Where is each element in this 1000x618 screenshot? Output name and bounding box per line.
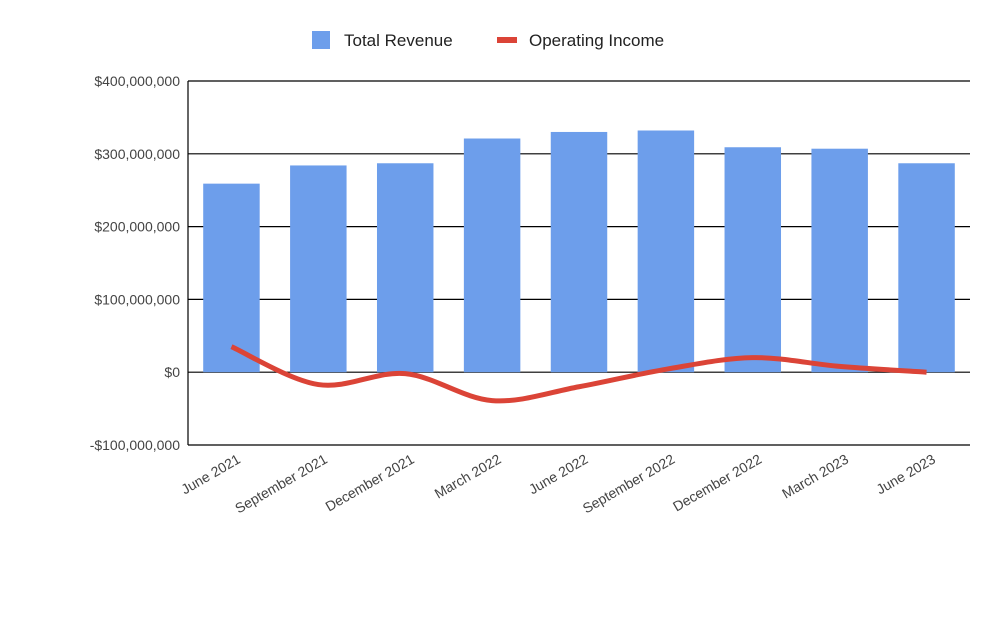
line-layer — [230, 344, 927, 404]
legend-label: Total Revenue — [344, 31, 453, 50]
x-tick-label: December 2022 — [670, 451, 764, 515]
y-tick-label: $100,000,000 — [94, 291, 180, 307]
x-tick-label: December 2021 — [322, 451, 416, 515]
x-tick-label: June 2021 — [178, 451, 243, 498]
legend-swatch-square — [312, 31, 330, 49]
x-tick-label: September 2022 — [580, 451, 678, 517]
y-tick-label: -$100,000,000 — [90, 437, 181, 453]
x-tick-label: March 2023 — [779, 451, 851, 502]
revenue-bar — [637, 130, 695, 373]
y-tick-label: $0 — [164, 364, 180, 380]
y-tick-label: $400,000,000 — [94, 73, 180, 89]
revenue-bar — [898, 163, 955, 373]
legend-item: Total Revenue — [312, 31, 453, 50]
x-tick-label: June 2023 — [873, 451, 938, 498]
revenue-bar — [203, 183, 260, 373]
x-tick-label: June 2022 — [526, 451, 591, 498]
operating-income-line — [230, 344, 927, 404]
revenue-bar — [463, 138, 521, 373]
legend: Total Revenue Operating Income — [312, 31, 664, 50]
revenue-bar — [376, 163, 434, 373]
revenue-bar — [811, 148, 868, 373]
legend-label: Operating Income — [529, 31, 664, 50]
y-tick-label: $200,000,000 — [94, 219, 180, 235]
legend-item: Operating Income — [497, 31, 664, 50]
x-tick-label: March 2022 — [432, 451, 504, 502]
legend-swatch-line — [497, 37, 517, 43]
revenue-bar — [550, 131, 608, 373]
bars — [203, 130, 955, 373]
revenue-bar — [724, 147, 782, 373]
y-tick-labels: $400,000,000 $300,000,000 $200,000,000 $100… — [90, 73, 181, 453]
x-tick-label: September 2021 — [232, 451, 330, 517]
revenue-bar — [290, 165, 347, 373]
y-tick-label: $300,000,000 — [94, 146, 180, 162]
